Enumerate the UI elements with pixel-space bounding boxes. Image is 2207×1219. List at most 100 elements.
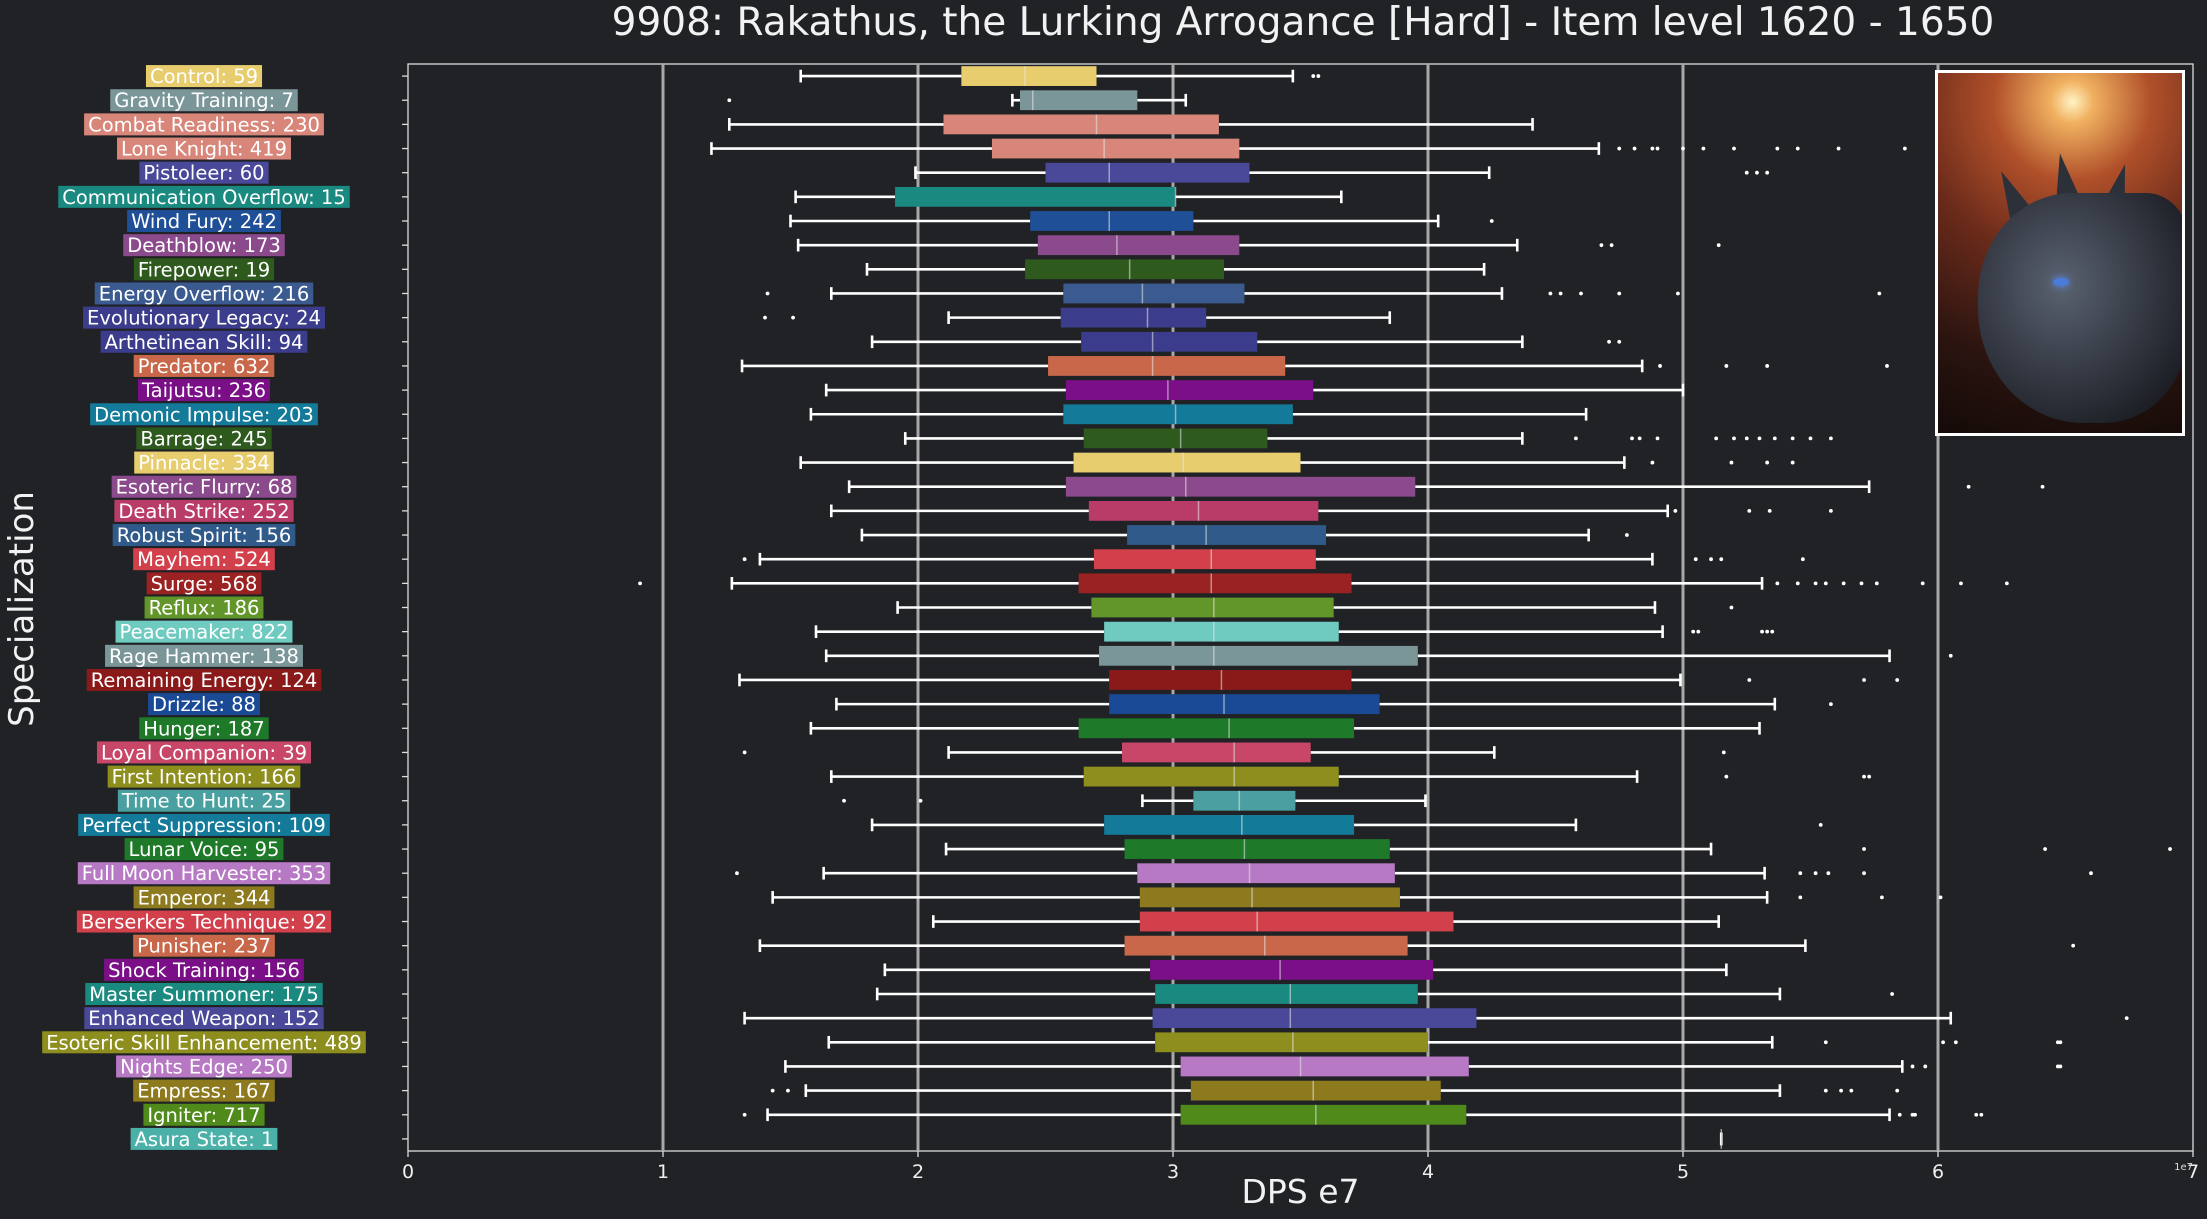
spec-label-badge (78, 813, 330, 836)
spec-label: Asura State: 1 (135, 1128, 274, 1151)
spec-label-badge (111, 475, 297, 498)
outlier-point (918, 798, 923, 803)
outlier-point (1859, 581, 1864, 586)
spec-label-badge (139, 161, 269, 184)
outlier-point (1979, 1112, 1984, 1117)
outlier-point (1862, 871, 1866, 876)
box (1083, 766, 1339, 787)
spec-label-badge (104, 958, 304, 981)
box (1083, 428, 1268, 449)
box (1139, 887, 1400, 908)
outlier-point (1765, 170, 1770, 175)
outlier-point (1732, 146, 1736, 151)
spec-label-badge (136, 427, 272, 450)
spec-label-badge (144, 596, 264, 619)
spec-label-badge (130, 1127, 278, 1150)
outlier-point (1948, 653, 1953, 658)
spec-label-badge (114, 499, 294, 522)
outlier-point (1862, 774, 1866, 779)
outlier-point (1599, 243, 1604, 248)
outlier-point (1818, 823, 1823, 827)
outlier-point (770, 1088, 775, 1093)
box (1073, 452, 1301, 473)
spec-label: Esoteric Flurry: 68 (116, 476, 293, 499)
box (1078, 718, 1355, 739)
spec-label: Communication Overflow: 15 (62, 186, 345, 209)
spec-label-badge (117, 137, 291, 160)
outlier-point (1974, 1112, 1979, 1117)
spec-label: Empress: 167 (137, 1080, 271, 1103)
spec-label: Full Moon Harvester: 353 (82, 862, 326, 885)
outlier-point (1895, 678, 1900, 682)
outlier-point (1775, 146, 1780, 151)
outlier-point (1795, 146, 1800, 151)
spec-label: Peacemaker: 822 (120, 621, 289, 644)
spec-label-badge (96, 741, 312, 764)
box (943, 114, 1219, 135)
spec-label-badge (115, 620, 293, 643)
box (1137, 863, 1395, 884)
boss-portrait-image (1935, 70, 2185, 436)
spec-label-badge (138, 379, 270, 402)
spec-label: Death Strike: 252 (118, 500, 289, 523)
box (1139, 911, 1454, 932)
outlier-point (1579, 291, 1583, 296)
spec-label-badge (146, 572, 262, 595)
box (1180, 1104, 1467, 1125)
spec-label-badge (110, 89, 298, 112)
outlier-point (1775, 581, 1780, 586)
chart-title: 9908: Rakathus, the Lurking Arrogance [H… (611, 0, 1995, 45)
outlier-point (735, 871, 739, 876)
box (1093, 549, 1316, 570)
outlier-point (1849, 1088, 1854, 1093)
spec-label-badge (116, 1055, 292, 1078)
spec-label: First Intention: 166 (112, 766, 297, 789)
box (1030, 211, 1194, 231)
outlier-point (727, 98, 732, 103)
outlier-point (1681, 146, 1685, 151)
spec-label-badge (76, 910, 332, 933)
outlier-point (1877, 291, 1882, 296)
outlier-point (1489, 219, 1494, 223)
outlier-point (1744, 170, 1749, 175)
outlier-point (1729, 605, 1734, 610)
spec-label: Berserkers Technique: 92 (81, 911, 327, 934)
outlier-point (1798, 895, 1803, 900)
box (1109, 694, 1380, 715)
outlier-point (1721, 750, 1726, 755)
spec-label: Nights Edge: 250 (120, 1055, 288, 1078)
box (1109, 670, 1352, 690)
box (1045, 162, 1250, 183)
spec-label: Remaining Energy: 124 (91, 669, 318, 692)
x-tick-label: 4 (1422, 1161, 1434, 1183)
box (895, 186, 1176, 207)
outlier-point (1724, 774, 1729, 779)
outlier-point (1755, 170, 1759, 175)
x-tick-label: 3 (1167, 1161, 1179, 1183)
spec-label: Reflux: 186 (149, 597, 260, 620)
box (1124, 839, 1390, 859)
outlier-point (1574, 436, 1578, 441)
spec-label-badge (83, 306, 325, 329)
outlier-point (1655, 146, 1660, 151)
box (1155, 1032, 1428, 1053)
outlier-point (842, 798, 846, 803)
spec-label-badge (107, 765, 301, 788)
outlier-point (1895, 1088, 1900, 1093)
spec-label-badge (105, 644, 303, 667)
outlier-point (1885, 364, 1889, 368)
spec-label: Igniter: 717 (147, 1104, 260, 1127)
spec-label: Control: 59 (150, 65, 258, 88)
box (1081, 331, 1258, 352)
outlier-point (1609, 243, 1614, 248)
spec-label: Emperor: 344 (138, 886, 271, 909)
outlier-point (1938, 895, 1943, 900)
spec-label: Enhanced Weapon: 152 (88, 1007, 319, 1030)
outlier-point (2089, 871, 2093, 876)
spec-label-badge (85, 982, 323, 1005)
outlier-point (1558, 291, 1563, 296)
outlier-point (1716, 243, 1721, 248)
spec-label-badge (133, 258, 275, 281)
outlier-point (765, 291, 770, 296)
outlier-point (2043, 847, 2047, 851)
